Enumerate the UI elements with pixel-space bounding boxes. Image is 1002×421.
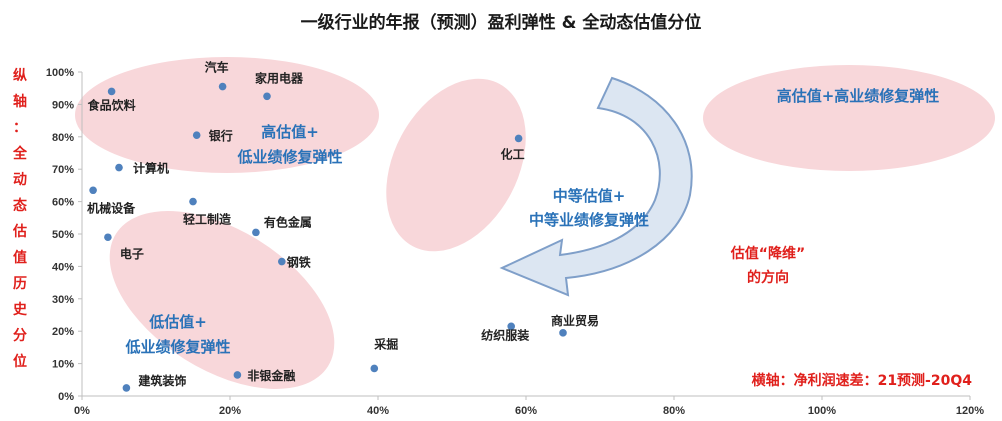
data-point <box>278 257 286 266</box>
data-point <box>370 364 379 373</box>
data-point-label: 采掘 <box>373 336 398 351</box>
data-point-label: 纺织服装 <box>481 327 529 342</box>
downgrade-direction-arrow <box>499 76 693 297</box>
high-valuation-low-elasticity-zone <box>75 57 379 173</box>
y-axis-label-char: 历 <box>13 276 27 292</box>
y-axis-label-char: 值 <box>13 249 27 266</box>
data-point-label: 银行 <box>209 128 233 143</box>
x-tick-label: 20% <box>219 405 241 417</box>
y-axis-label-char: 态 <box>13 197 27 214</box>
data-point-label: 建筑装饰 <box>137 373 186 388</box>
data-point <box>252 228 260 237</box>
y-axis-label-char: 史 <box>13 302 28 318</box>
data-point <box>104 233 112 242</box>
y-tick-label: 70% <box>52 164 74 176</box>
y-tick-label: 30% <box>52 294 74 306</box>
data-point-label: 电子 <box>120 246 144 261</box>
x-tick-labels: 0% 20% 40% 60% 80% 100% 120% <box>74 396 984 417</box>
direction-label-line1: 估值“降维” <box>730 245 805 262</box>
y-axis-label-char: 分 <box>13 328 27 344</box>
data-point <box>115 163 123 172</box>
x-tick-label: 100% <box>808 405 836 417</box>
y-tick-label: 10% <box>52 359 74 371</box>
mid-zone-label-line1: 中等估值+ <box>553 187 626 205</box>
y-axis-label-char: 纵 <box>13 67 27 84</box>
y-tick-label: 20% <box>52 326 74 338</box>
data-point <box>122 384 131 392</box>
top-right-zone-label: 高估值+高业绩修复弹性 <box>777 87 940 105</box>
data-point-label: 计算机 <box>133 161 169 176</box>
data-point-label: 非银金融 <box>247 368 295 383</box>
data-point <box>89 186 97 195</box>
data-point <box>218 82 227 91</box>
y-tick-label: 90% <box>52 99 74 111</box>
data-point-label: 有色金属 <box>264 214 312 229</box>
data-point <box>189 197 197 206</box>
data-point <box>107 87 116 96</box>
data-point-label: 机械设备 <box>87 200 136 215</box>
x-tick-label: 0% <box>74 405 90 417</box>
data-point <box>514 134 523 143</box>
y-axis-label-char: 动 <box>13 171 27 188</box>
y-tick-label: 80% <box>52 132 74 144</box>
data-point-label: 化工 <box>501 146 525 161</box>
y-tick-label: 50% <box>52 229 74 241</box>
y-axis-label-char: ： <box>13 120 27 136</box>
data-point-label: 钢铁 <box>287 255 311 270</box>
y-tick-labels: 0% 10% 20% 30% 40% 50% 60% 70% 80% 90% 100% <box>46 67 82 403</box>
data-point <box>507 322 515 331</box>
data-point-label: 汽车 <box>205 60 229 75</box>
y-axis-label-char: 估 <box>12 223 27 240</box>
data-point-label: 轻工制造 <box>183 212 232 227</box>
data-point <box>263 92 271 101</box>
data-point-label: 家用电器 <box>255 70 304 85</box>
y-tick-label: 40% <box>52 261 74 273</box>
y-tick-label: 0% <box>58 391 74 403</box>
data-point <box>233 371 242 379</box>
y-tick-label: 100% <box>46 67 74 79</box>
y-axis-label-char: 轴 <box>13 93 27 110</box>
y-axis-label-char: 全 <box>12 145 28 162</box>
mid-valuation-mid-elasticity-zone <box>386 78 526 252</box>
high-zone-label-line2: 低业绩修复弹性 <box>236 148 342 166</box>
y-axis-label-char: 位 <box>13 353 27 370</box>
x-tick-label: 60% <box>515 405 537 417</box>
low-zone-label-line2: 低业绩修复弹性 <box>124 338 230 356</box>
y-tick-label: 60% <box>52 197 74 209</box>
x-tick-label: 80% <box>663 405 685 417</box>
low-valuation-low-elasticity-zone <box>109 211 335 389</box>
x-tick-label: 40% <box>367 405 389 417</box>
x-tick-label: 120% <box>956 405 984 417</box>
data-point <box>192 131 201 139</box>
x-axis-label: 横轴：净利润速差：21预测-20Q4 <box>752 372 973 389</box>
data-point-label: 食品饮料 <box>87 97 136 112</box>
high-zone-label-line1: 高估值+ <box>261 123 319 141</box>
data-point <box>559 329 567 337</box>
data-point-label: 商业贸易 <box>551 313 599 328</box>
direction-label-line2: 的方向 <box>747 269 789 286</box>
chart-title: 一级行业的年报（预测）盈利弹性 & 全动态估值分位 <box>301 12 702 33</box>
mid-zone-label-line2: 中等业绩修复弹性 <box>529 211 649 229</box>
high-valuation-high-elasticity-zone <box>703 65 995 171</box>
low-zone-label-line1: 低估值+ <box>148 313 207 331</box>
